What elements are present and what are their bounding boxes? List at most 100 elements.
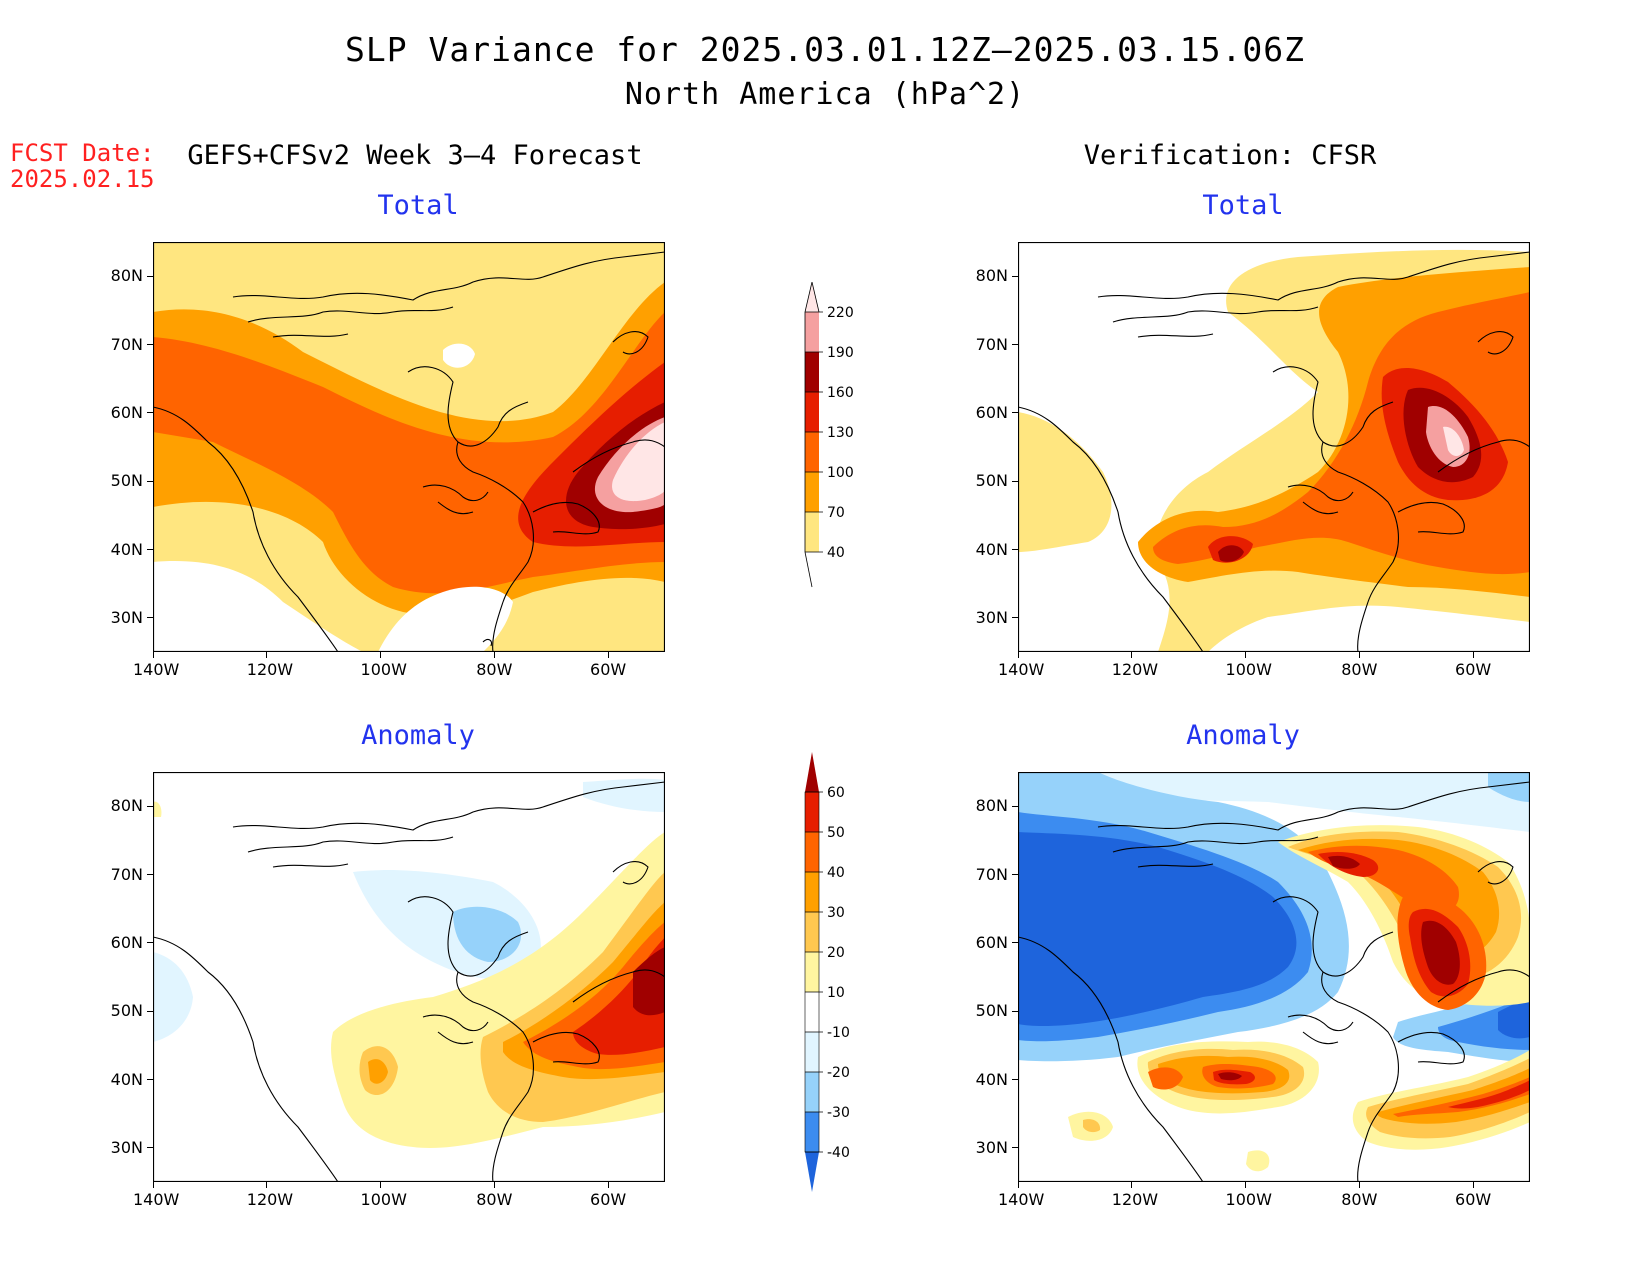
fcst-date-label: FCST Date:: [10, 139, 155, 167]
lat-tick-mark: [1012, 1010, 1018, 1012]
lon-tick-label: 100W: [360, 660, 407, 679]
lat-tick-mark: [1012, 412, 1018, 414]
lon-tick-label: 60W: [1455, 1190, 1492, 1209]
colorbar-segment: [805, 312, 819, 352]
panel-title-forecast-anomaly: Anomaly: [361, 720, 475, 751]
colorbar-anomaly-label: -30: [827, 1105, 850, 1121]
figure-title: SLP Variance for 2025.03.01.12Z–2025.03.…: [345, 30, 1305, 69]
lon-tick-label: 120W: [246, 660, 294, 679]
colorbar-total-label: 220: [827, 305, 854, 321]
lat-tick-label: 60N: [975, 932, 1008, 952]
lat-tick-mark: [147, 1079, 153, 1080]
lon-tick-mark: [266, 1182, 268, 1188]
lat-tick-label: 40N: [110, 1069, 143, 1089]
colorbar-segment: [805, 1112, 819, 1152]
lon-tick-label: 140W: [133, 1190, 180, 1209]
lat-tick-mark: [1012, 617, 1018, 619]
lon-tick-mark: [380, 1182, 382, 1188]
colorbar-segment: [805, 1072, 819, 1112]
colorbar-segment: [805, 392, 819, 432]
lat-tick-mark: [1012, 480, 1018, 482]
lon-tick-label: 100W: [1225, 1190, 1272, 1209]
colorbar-anomaly-label: 20: [827, 945, 845, 961]
colorbar-segment: [805, 792, 819, 832]
lat-tick-mark: [1012, 1147, 1018, 1149]
colorbar-anomaly-label: -10: [827, 1025, 850, 1041]
colorbar-top-tip: [804, 282, 820, 313]
lat-tick-label: 80N: [110, 266, 143, 286]
lat-tick-label: 40N: [975, 539, 1008, 559]
colorbar-anomaly: -40 -30 -20 -10 10 20 30 40 50 60: [804, 752, 850, 1192]
lon-tick-mark: [1358, 652, 1360, 658]
lat-tick-mark: [147, 805, 153, 807]
forecast-date-block: FCST Date: 2025.02.15: [10, 140, 155, 192]
lat-tick-mark: [1012, 275, 1018, 277]
lon-tick-label: 140W: [998, 660, 1045, 679]
lon-tick-mark: [266, 652, 268, 658]
colorbar-total: 40 70 100 130 160 190 220: [804, 282, 854, 588]
lat-tick-mark: [147, 1147, 153, 1149]
lat-tick-mark: [147, 275, 153, 277]
colorbar-total-label: 160: [827, 385, 854, 401]
lat-tick-label: 50N: [975, 1001, 1008, 1021]
colorbar-anomaly-top-tip: [805, 752, 819, 792]
lat-tick-label: 80N: [975, 266, 1008, 286]
lat-tick-label: 50N: [110, 1001, 143, 1021]
lon-tick-mark: [1472, 1182, 1474, 1188]
lat-tick-label: 40N: [110, 539, 143, 559]
colorbar-total-label: 70: [827, 505, 845, 521]
panel-title-forecast-total: Total: [377, 190, 459, 221]
lon-tick-mark: [1358, 1182, 1360, 1188]
colorbar-anomaly-label: 10: [827, 985, 845, 1001]
fcst-date-value: 2025.02.15: [10, 165, 155, 193]
lat-tick-label: 60N: [110, 932, 143, 952]
lat-tick-mark: [147, 549, 153, 550]
colorbar-segment: [805, 952, 819, 992]
colorbar-anomaly-label: 30: [827, 905, 845, 921]
panel-title-verification-total: Total: [1202, 190, 1284, 221]
colorbar-anomaly-bottom-tip: [805, 1152, 819, 1192]
colorbar-total-label: 100: [827, 465, 854, 481]
lon-tick-label: 100W: [360, 1190, 407, 1209]
lat-tick-mark: [1012, 549, 1018, 550]
colorbar-bottom-tip: [804, 551, 813, 588]
colorbar-segment: [805, 912, 819, 952]
lat-tick-label: 60N: [110, 402, 143, 422]
map-verification-anomaly: [1018, 772, 1530, 1182]
lon-tick-label: 60W: [590, 1190, 627, 1209]
lat-tick-label: 70N: [975, 864, 1008, 884]
lon-tick-label: 140W: [998, 1190, 1045, 1209]
lon-tick-mark: [1131, 652, 1133, 658]
lat-tick-mark: [1012, 1079, 1018, 1080]
lat-tick-label: 70N: [110, 864, 143, 884]
lon-tick-label: 120W: [246, 1190, 294, 1209]
lat-tick-mark: [147, 874, 153, 875]
lon-tick-mark: [1245, 652, 1247, 658]
lon-tick-label: 80W: [476, 1190, 513, 1209]
lon-tick-mark: [1245, 1182, 1247, 1188]
lon-tick-label: 80W: [476, 660, 513, 679]
lat-tick-label: 70N: [975, 334, 1008, 354]
lat-tick-label: 80N: [975, 796, 1008, 816]
lon-tick-mark: [1472, 652, 1474, 658]
lat-tick-label: 30N: [110, 607, 143, 627]
lat-tick-mark: [1012, 874, 1018, 875]
lon-tick-mark: [1017, 1182, 1019, 1188]
lon-tick-label: 60W: [590, 660, 627, 679]
lon-tick-label: 80W: [1341, 660, 1378, 679]
map-verification-total: [1018, 242, 1530, 652]
lon-tick-label: 80W: [1341, 1190, 1378, 1209]
colorbar-total-label: 190: [827, 345, 854, 361]
lon-tick-mark: [1017, 652, 1019, 658]
lon-tick-label: 120W: [1111, 1190, 1159, 1209]
lat-tick-mark: [147, 480, 153, 482]
lat-tick-label: 80N: [110, 796, 143, 816]
lat-tick-mark: [147, 942, 153, 944]
lat-tick-label: 50N: [110, 471, 143, 491]
lon-tick-label: 120W: [1111, 660, 1159, 679]
lon-tick-mark: [152, 652, 154, 658]
colorbar-segment: [805, 352, 819, 392]
lat-tick-label: 60N: [975, 402, 1008, 422]
lat-tick-mark: [147, 344, 153, 345]
colorbar-anomaly-label: 40: [827, 865, 845, 881]
